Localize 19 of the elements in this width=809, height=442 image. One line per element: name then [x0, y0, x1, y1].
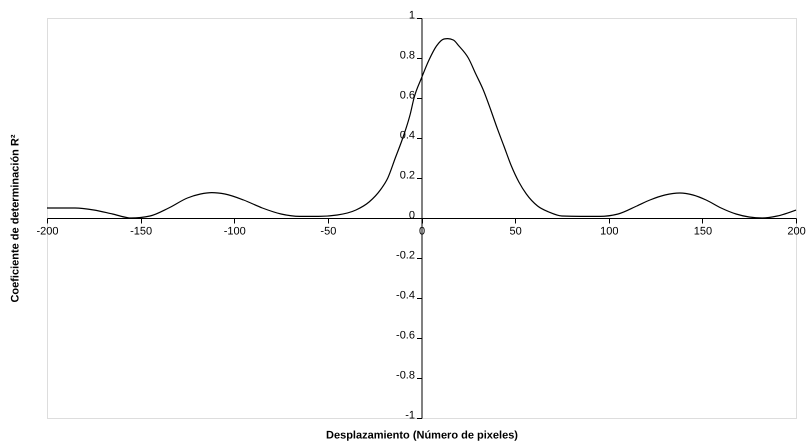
x-tick-label: 50 [510, 226, 522, 238]
y-tick-label: -0.8 [396, 370, 415, 382]
x-tick-label: 150 [694, 226, 712, 238]
y-tick-label: -1 [405, 410, 415, 422]
y-axis-title: Coeficiente de determinación R² [10, 134, 22, 303]
x-tick-label: 100 [600, 226, 618, 238]
y-tick-label: 0.2 [400, 170, 415, 182]
y-tick-label: -0.6 [396, 330, 415, 342]
x-tick-label: -150 [130, 226, 152, 238]
y-tick-label: 1 [408, 10, 415, 22]
x-tick-label: -50 [320, 226, 336, 238]
x-tick-label: 200 [787, 226, 806, 238]
x-axis-title: Desplazamiento (Número de pixeles) [326, 430, 518, 442]
y-tick-label: -0.4 [396, 290, 415, 302]
x-tick-label: -200 [36, 226, 59, 238]
x-tick-label: -100 [224, 226, 246, 238]
y-tick-label: 0.8 [400, 50, 415, 62]
y-tick-label: 0.6 [400, 90, 415, 102]
y-tick-label: -0.2 [396, 250, 415, 262]
